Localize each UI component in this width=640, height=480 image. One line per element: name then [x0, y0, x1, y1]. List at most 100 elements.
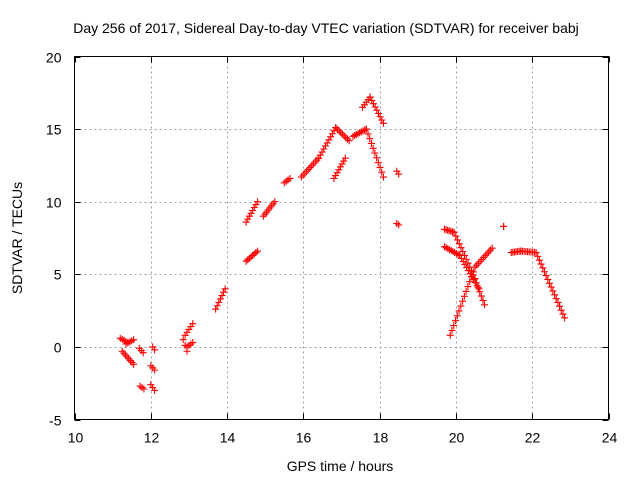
data-point: [395, 221, 403, 229]
data-point: [313, 156, 321, 164]
data-point: [271, 198, 279, 206]
data-point: [481, 301, 489, 309]
data-point: [452, 317, 460, 325]
data-point: [247, 253, 255, 261]
data-point: [252, 201, 260, 209]
data-point: [323, 139, 331, 147]
data-point: [532, 249, 540, 257]
data-point: [345, 137, 353, 145]
data-point: [245, 212, 253, 220]
data-point: [469, 268, 477, 276]
data-point: [286, 174, 294, 182]
data-point: [216, 295, 224, 303]
data-point: [371, 103, 379, 111]
x-tick-label: 14: [220, 430, 236, 446]
data-point: [535, 256, 543, 264]
data-point: [338, 160, 346, 168]
x-tick-label: 22: [525, 430, 541, 446]
series-f: [259, 198, 279, 220]
data-point: [121, 351, 129, 359]
data-point: [340, 157, 348, 165]
data-point: [373, 154, 381, 162]
data-points: [116, 93, 569, 394]
data-point: [361, 126, 369, 134]
data-point: [311, 158, 319, 166]
data-point: [454, 250, 462, 258]
series-a: [116, 334, 138, 368]
data-point: [366, 135, 374, 143]
data-point: [369, 100, 377, 108]
data-point: [481, 252, 489, 260]
data-point: [220, 288, 228, 296]
chart-title: Day 256 of 2017, Sidereal Day-to-day VTE…: [73, 20, 579, 36]
data-point: [299, 171, 307, 179]
data-point: [480, 254, 488, 262]
data-point: [330, 174, 338, 182]
data-point: [552, 295, 560, 303]
data-point: [545, 279, 553, 287]
data-point: [179, 336, 187, 344]
plot-frame: [74, 56, 609, 420]
series-j: [349, 125, 387, 181]
data-point: [542, 272, 550, 280]
data-point: [341, 154, 349, 162]
data-point: [488, 244, 496, 252]
data-point: [379, 173, 387, 181]
data-point: [471, 279, 479, 287]
data-point: [366, 93, 374, 101]
data-point: [250, 204, 258, 212]
data-point: [448, 326, 456, 334]
data-point: [337, 129, 345, 137]
data-point: [453, 312, 461, 320]
x-tick-label: 24: [602, 430, 618, 446]
data-point: [559, 310, 567, 318]
y-tick-labels: -5 0 5 10 15 20: [46, 50, 62, 429]
data-point: [457, 244, 465, 252]
data-point: [126, 357, 134, 365]
data-point: [474, 283, 482, 291]
data-point: [534, 252, 542, 260]
data-point: [118, 347, 126, 355]
data-point: [139, 349, 147, 357]
data-point: [376, 163, 384, 171]
data-point: [332, 172, 340, 180]
series-d: [212, 285, 229, 313]
series-o: [446, 244, 496, 339]
data-point: [463, 264, 471, 272]
data-point: [369, 144, 377, 152]
data-point: [455, 307, 463, 315]
y-tick-label: 0: [54, 340, 62, 356]
data-point: [379, 119, 387, 127]
data-point: [483, 250, 491, 258]
data-point: [215, 298, 223, 306]
data-point: [247, 209, 255, 217]
data-point: [242, 218, 250, 226]
x-axis-label: GPS time / hours: [287, 458, 394, 474]
data-point: [378, 116, 386, 124]
data-point: [446, 331, 454, 339]
data-point: [476, 288, 484, 296]
series-l: [393, 167, 403, 229]
data-point: [547, 283, 555, 291]
series-m: [440, 225, 489, 309]
data-point: [466, 270, 474, 278]
series-g: [280, 174, 294, 187]
data-point: [371, 149, 379, 157]
data-point: [475, 285, 483, 293]
x-tick-labels: 10 12 14 16 18 20 22 24: [68, 430, 618, 446]
data-point: [473, 282, 481, 290]
data-point: [189, 320, 197, 328]
data-point: [333, 169, 341, 177]
data-point: [120, 349, 128, 357]
data-point: [561, 314, 569, 322]
data-point: [320, 145, 328, 153]
data-point: [325, 136, 333, 144]
data-point: [335, 127, 343, 135]
data-point: [464, 267, 472, 275]
y-tick-label: 20: [46, 50, 62, 66]
data-point: [368, 96, 376, 104]
data-point: [123, 353, 131, 361]
data-point: [250, 250, 258, 258]
data-point: [557, 306, 565, 314]
